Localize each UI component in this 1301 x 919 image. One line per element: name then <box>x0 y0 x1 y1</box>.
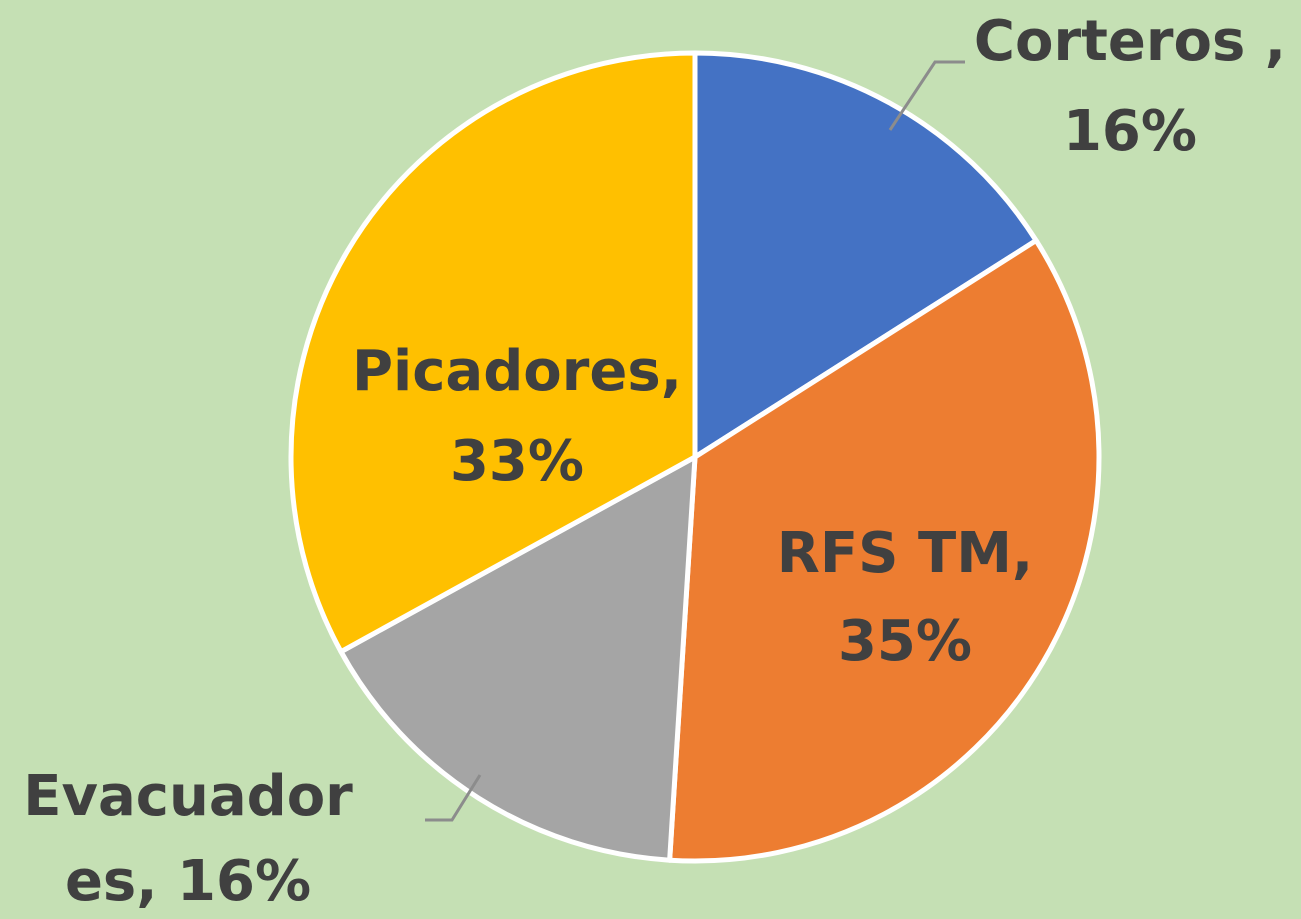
data-label-line: 33% <box>450 429 584 494</box>
pie-slice <box>692 50 1039 460</box>
data-label-line: Evacuador <box>23 764 353 829</box>
data-label: Picadores, 33% <box>352 339 682 494</box>
data-label-line: es, 16% <box>65 849 311 914</box>
data-label: RFS TM, 35% <box>777 521 1033 674</box>
data-label-line: 16% <box>1063 99 1197 164</box>
data-label-line: Corteros , <box>974 9 1286 74</box>
data-label-line: Picadores, <box>352 339 682 404</box>
pie-slice <box>338 454 698 863</box>
leader-line <box>425 774 482 822</box>
pie-slice <box>288 50 698 655</box>
pie-slice <box>667 238 1102 864</box>
data-label: Corteros , 16% <box>974 9 1286 164</box>
leader-line <box>888 60 965 131</box>
data-label: Evacuador es, 16% <box>23 764 353 914</box>
data-label-line: RFS TM, <box>777 521 1033 586</box>
data-label-line: 35% <box>838 609 972 674</box>
